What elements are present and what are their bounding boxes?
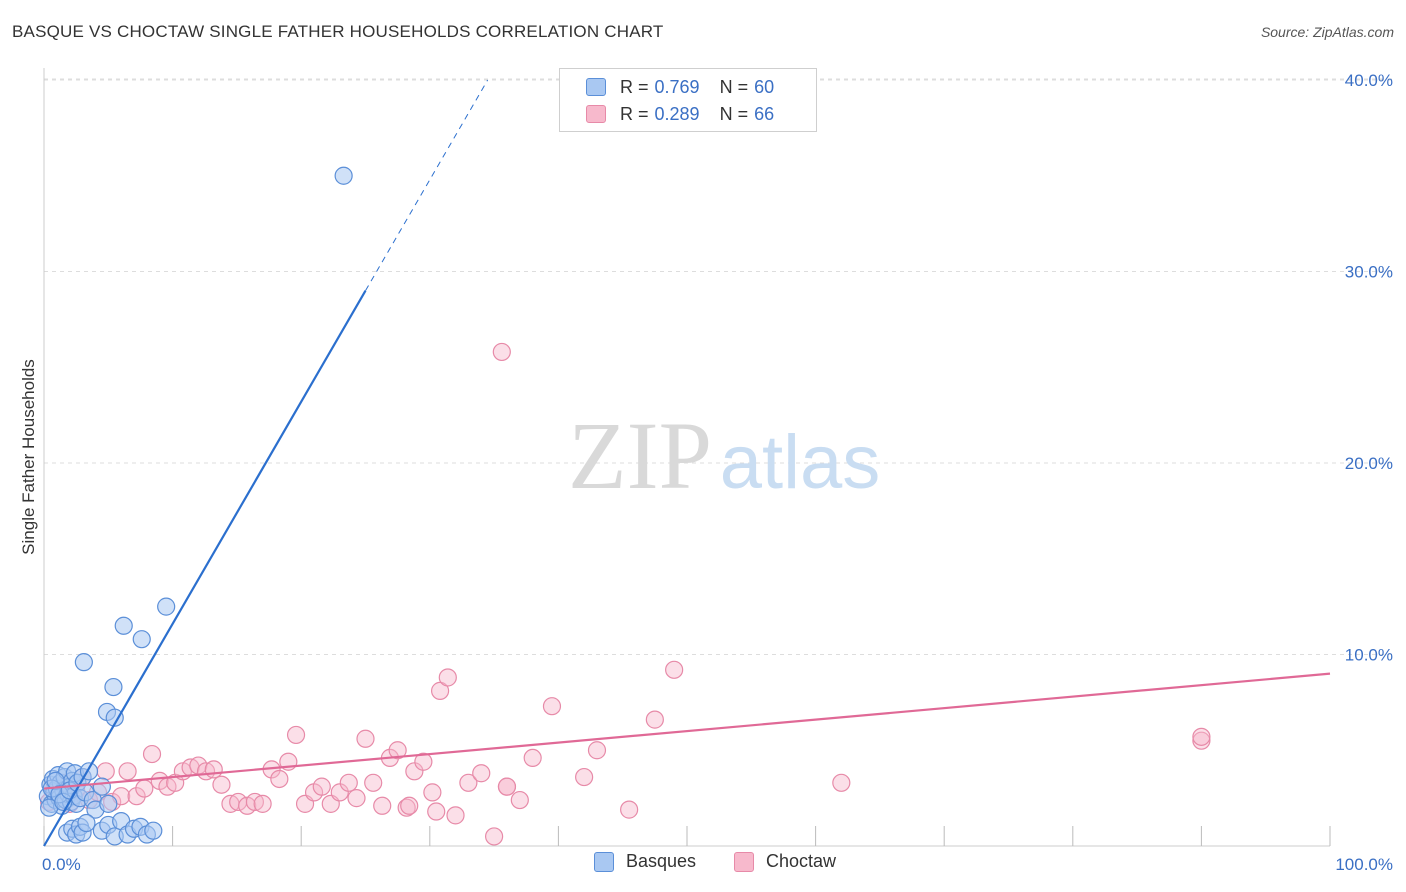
choctaw-point: [485, 827, 504, 846]
choctaw-point: [665, 660, 684, 679]
y-tick-label: 10.0%: [1345, 646, 1393, 665]
trend-lines: [43, 79, 1331, 847]
legend-n-value: 66: [754, 103, 775, 124]
choctaw-point: [430, 681, 450, 700]
y-tick-label: 30.0%: [1345, 263, 1393, 282]
choctaw-point: [446, 806, 465, 825]
basques-swatch: [594, 851, 614, 872]
basques-point: [114, 616, 133, 635]
choctaw-point: [523, 748, 542, 768]
legend-n-value: 60: [754, 76, 775, 97]
legend-row-basques: R = 0.769 N = 60: [586, 75, 774, 99]
choctaw-point: [645, 710, 664, 729]
basques-trend-extension: [365, 79, 489, 291]
choctaw-point: [142, 744, 162, 764]
choctaw-point: [96, 762, 115, 781]
choctaw-swatch: [734, 851, 754, 872]
choctaw-point: [364, 773, 383, 792]
basques-point: [74, 653, 93, 672]
basques-points: [38, 166, 353, 846]
legend-r-value: 0.289: [654, 103, 700, 124]
basques-point: [144, 821, 163, 840]
choctaw-point: [312, 777, 331, 796]
choctaw-point: [497, 777, 517, 796]
choctaw-point: [135, 779, 154, 798]
choctaw-point: [270, 769, 289, 789]
legend-swatch-blue: [586, 78, 606, 96]
choctaw-point: [620, 800, 639, 819]
choctaw-point: [212, 775, 231, 794]
tick-labels: 10.0% 20.0% 30.0% 40.0% 0.0% 100.0%: [42, 71, 1393, 874]
legend-r-label: R =: [620, 103, 649, 124]
choctaw-point: [373, 796, 392, 815]
choctaw-point: [587, 741, 607, 760]
x-tick-label: 0.0%: [42, 855, 81, 874]
y-axis-title: Single Father Households: [19, 359, 38, 555]
choctaw-point: [414, 752, 433, 771]
series-legend: Basques Choctaw: [0, 851, 1406, 879]
axes: [43, 68, 1331, 847]
choctaw-trend-line: [43, 672, 1331, 790]
basques-point: [157, 597, 176, 616]
choctaw-point: [575, 767, 594, 787]
legend-swatch-pink: [586, 105, 606, 123]
legend-item-choctaw[interactable]: Choctaw: [734, 851, 836, 872]
choctaw-point: [400, 796, 419, 815]
choctaw-point: [253, 794, 272, 813]
choctaw-point: [356, 729, 375, 748]
grid: [44, 78, 1392, 655]
basques-point: [105, 708, 124, 727]
choctaw-point: [1192, 727, 1211, 746]
chart-title: BASQUE VS CHOCTAW SINGLE FATHER HOUSEHOL…: [12, 22, 664, 41]
choctaw-point: [397, 798, 416, 817]
basques-point: [77, 813, 96, 833]
legend-n-label: N =: [719, 76, 749, 97]
choctaw-point: [832, 773, 851, 792]
choctaw-label: Choctaw: [766, 851, 837, 871]
choctaw-point: [118, 762, 137, 781]
stats-legend: R = 0.769 N = 60 R = 0.289 N = 66: [559, 68, 817, 132]
choctaw-point: [339, 773, 358, 792]
legend-r-label: R =: [620, 76, 649, 97]
choctaw-point: [1192, 731, 1211, 750]
choctaw-point: [423, 783, 442, 802]
choctaw-point: [427, 802, 446, 821]
basques-point: [104, 677, 123, 697]
choctaw-point: [286, 725, 306, 745]
y-tick-label: 40.0%: [1345, 71, 1393, 90]
choctaw-point: [127, 787, 146, 806]
choctaw-point: [438, 668, 457, 687]
basques-point: [92, 777, 111, 796]
choctaw-point: [459, 773, 478, 792]
choctaw-point: [492, 342, 511, 362]
basques-point: [132, 630, 151, 649]
choctaw-point: [542, 697, 562, 716]
watermark-zip: ZIP: [568, 402, 712, 509]
legend-row-choctaw: R = 0.289 N = 66: [586, 102, 774, 126]
basques-trend-line: [43, 290, 367, 847]
basques-point: [99, 794, 118, 813]
choctaw-point: [347, 789, 366, 808]
y-tick-label: 20.0%: [1345, 454, 1393, 473]
source-label: Source: ZipAtlas.com: [1260, 24, 1394, 40]
basques-label: Basques: [626, 851, 697, 871]
watermark-atlas: atlas: [720, 420, 881, 505]
choctaw-point: [204, 760, 223, 779]
choctaw-point: [510, 790, 529, 810]
legend-r-value: 0.769: [654, 76, 700, 97]
choctaw-point: [472, 764, 491, 783]
legend-n-label: N =: [719, 103, 749, 124]
basques-point: [334, 166, 353, 185]
x-tick-label: 100.0%: [1335, 855, 1393, 874]
legend-item-basques[interactable]: Basques: [594, 851, 696, 872]
watermark: ZIP atlas: [568, 402, 880, 509]
choctaw-point: [388, 741, 407, 760]
